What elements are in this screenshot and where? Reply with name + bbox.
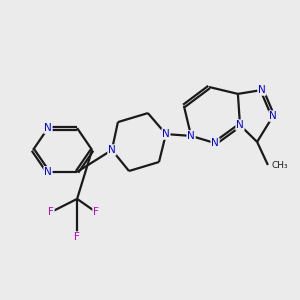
Text: F: F <box>74 232 80 242</box>
Text: F: F <box>48 207 54 217</box>
Text: N: N <box>44 123 52 133</box>
Text: N: N <box>258 85 266 95</box>
Text: N: N <box>236 120 244 130</box>
Text: N: N <box>162 129 170 139</box>
Text: CH₃: CH₃ <box>272 160 288 169</box>
Text: N: N <box>211 138 219 148</box>
Text: N: N <box>187 131 195 141</box>
Text: N: N <box>269 111 277 121</box>
Text: N: N <box>44 167 52 177</box>
Text: N: N <box>108 145 116 155</box>
Text: F: F <box>93 207 99 217</box>
